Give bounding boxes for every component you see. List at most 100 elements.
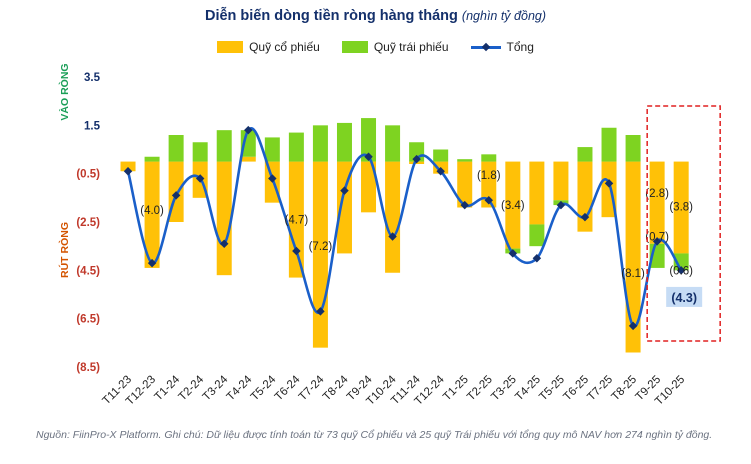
legend-swatch-total [470,41,501,53]
bar-bond-T2-25 [481,154,497,162]
total-point-T3-24 [219,239,229,248]
bar-equity-T4-25 [529,161,545,225]
y-tick-label: 1.5 [84,120,101,132]
y-label-outflow: RÚT RÒNG [58,222,71,278]
bar-bond-T8-25 [625,135,641,162]
total-point-T11-24 [412,154,421,164]
x-tick-label: T7-25 [585,374,615,404]
x-tick-label: T2-25 [465,374,495,404]
bar-equity-T1-25 [457,161,473,208]
x-tick-label: T4-24 [225,373,255,403]
highlight-box [646,105,721,342]
x-tick-label: T4-25 [513,374,543,404]
x-tick-label: T1-25 [441,374,471,404]
total-point-T2-24 [195,174,205,183]
bar-equity-T5-25 [553,161,569,201]
total-point-T8-24 [340,186,349,195]
total-point-T12-23 [147,258,157,268]
x-tick-label: T6-24 [273,373,303,403]
legend-label-bond: Quỹ trái phiếu [373,40,449,54]
bar-equity-T4-24 [240,156,256,162]
data-label: (7.2) [309,241,333,253]
total-point-T11-23 [123,167,133,176]
bar-bond-T6-25 [577,147,593,162]
total-point-T1-25 [460,200,469,210]
y-tick-label: (6.5) [76,314,100,326]
bar-equity-T8-25 [625,161,641,353]
bar-bond-T8-24 [336,122,352,162]
legend-item-total: Tổng [470,40,534,54]
total-point-T2-25 [484,196,494,205]
data-label: (0.6) [669,265,693,277]
bar-bond-T7-25 [601,127,617,162]
highlight-label: (4.3) [671,291,697,305]
total-point-T10-25 [676,266,686,275]
y-tick-label: (8.5) [76,362,100,374]
bar-equity-T7-24 [312,161,328,348]
legend: Quỹ cổ phiếu Quỹ trái phiếu Tổng [0,40,751,54]
bar-bond-T1-24 [168,135,184,162]
legend-item-bond: Quỹ trái phiếu [341,40,449,54]
bar-equity-T12-23 [144,161,160,268]
x-tick-label: T7-24 [297,373,327,403]
x-tick-label: T8-24 [321,373,351,403]
bar-equity-T9-24 [361,161,377,213]
data-label: (2.8) [645,188,669,200]
bar-equity-T2-25 [481,161,497,208]
data-label: (4.0) [140,205,164,217]
bar-bond-T9-24 [361,118,377,162]
y-tick-label: (2.5) [76,217,100,229]
legend-label-equity: Quỹ cổ phiếu [249,40,320,54]
total-point-T5-24 [268,174,277,183]
total-point-T1-24 [171,191,181,200]
bar-equity-T10-24 [385,161,401,273]
total-point-T4-25 [532,254,542,263]
bar-equity-T6-24 [288,161,304,278]
y-tick-label: (4.5) [76,265,100,277]
highlight-label-bg [666,286,703,307]
legend-item-equity: Quỹ cổ phiếu [217,40,320,54]
data-label: (3.8) [669,201,693,213]
total-point-T12-24 [436,167,445,176]
bar-bond-T3-24 [216,130,232,162]
total-point-T4-24 [244,125,253,135]
bar-bond-T7-24 [312,125,328,162]
total-point-T9-24 [364,152,373,161]
bar-equity-T9-25 [649,161,665,244]
legend-swatch-bond [341,41,368,53]
bar-equity-T3-25 [505,161,521,249]
data-label: (1.8) [477,170,501,182]
x-tick-label: T5-25 [537,374,567,404]
legend-label-total: Tổng [506,40,534,54]
bar-bond-T12-24 [433,149,449,162]
x-tick-label: T5-24 [249,373,279,403]
data-label: (0.7) [645,232,669,244]
total-point-T8-25 [628,321,638,331]
x-tick-label: T3-24 [201,373,231,403]
data-label: (3.4) [501,200,525,212]
bar-bond-T4-25 [529,224,545,247]
x-tick-label: T6-25 [561,374,591,404]
source-note: Nguồn: FiinPro-X Platform. Ghi chú: Dữ l… [36,429,713,441]
y-tick-label: (0.5) [76,169,100,181]
chart-title: Diễn biến dòng tiền ròng hàng tháng (ngh… [204,8,547,24]
total-point-T7-24 [316,307,325,316]
bar-bond-T1-25 [457,159,473,162]
x-tick-label: T2-24 [177,373,207,403]
bar-equity-T8-24 [336,161,352,254]
bar-bond-T2-24 [192,142,208,162]
total-point-T6-24 [292,246,301,256]
data-label: (8.1) [621,268,645,280]
total-line [126,126,683,328]
total-point-T10-24 [388,232,397,241]
data-label: (4.7) [285,215,309,227]
bar-equity-T3-24 [216,161,232,276]
bar-bond-T12-23 [144,156,160,162]
x-tick-label: T8-25 [609,374,639,404]
bar-equity-T10-25 [673,161,689,254]
bar-bond-T6-24 [288,132,304,162]
bar-equity-T11-23 [120,161,136,172]
y-label-inflow: VÀO RÒNG [58,63,71,120]
x-tick-label: T3-25 [489,374,519,404]
